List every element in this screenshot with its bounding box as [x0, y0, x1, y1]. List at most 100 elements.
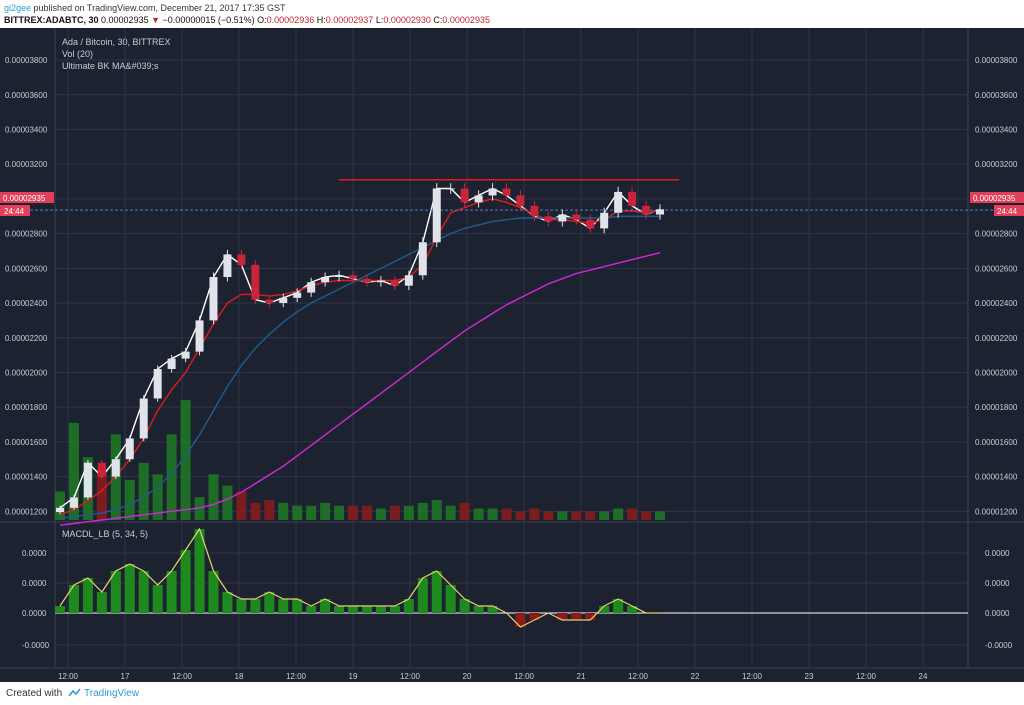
created-with-text: Created with [6, 688, 63, 699]
macd-bar [417, 578, 428, 613]
price-tick-right: 0.00002000 [975, 368, 1018, 377]
price-tick-left: 0.00002200 [5, 334, 48, 343]
macd-bar [55, 606, 65, 613]
candle-body [586, 219, 595, 229]
macd-tick-right: 0.0000 [985, 579, 1010, 588]
low-value: 0.00002930 [383, 15, 431, 25]
macd-bar [529, 613, 540, 620]
volume-bar [96, 468, 107, 520]
price-tick-right: 0.00001200 [975, 507, 1018, 516]
macd-bar [585, 613, 596, 620]
price-tick-left: 0.00003400 [5, 125, 48, 134]
macd-bar [166, 571, 177, 613]
price-tick-left: 0.00002800 [5, 230, 48, 239]
volume-bar [250, 502, 261, 520]
macd-tick-left: 0.0000 [22, 609, 47, 618]
volume-bar [515, 511, 526, 520]
macd-bar [194, 529, 205, 613]
price-tick-left: 0.00002000 [5, 368, 48, 377]
candle-body [83, 462, 92, 498]
candle-body [516, 195, 525, 206]
volume-bar [68, 422, 79, 520]
volume-bar [292, 505, 303, 520]
axes: 0.00003800 0.00003800 0.00003600 0.00003600… [5, 56, 1018, 681]
price-chart[interactable]: 0.00003800 0.00003800 0.00003600 0.00003600… [0, 28, 1024, 682]
macd-bar [278, 599, 289, 613]
macd-tick-right: 0.0000 [985, 549, 1010, 558]
candle-body [265, 299, 274, 304]
macd-bar [236, 599, 247, 613]
candle-body [572, 214, 581, 220]
macd-tick-right: -0.0000 [985, 641, 1013, 650]
time-tick: 12:00 [628, 672, 649, 681]
right-timer-badge [994, 205, 1024, 216]
candle-body [446, 188, 455, 190]
candle-body [139, 398, 148, 439]
price-tick-right: 0.00002800 [975, 230, 1018, 239]
volume-bar [278, 502, 289, 520]
candle-body [614, 191, 623, 213]
macd-tick-right: 0.0000 [985, 609, 1010, 618]
author-link[interactable]: gi2gee [4, 3, 32, 13]
macd-bar [208, 571, 219, 613]
right-timer-text: 24:44 [997, 207, 1018, 216]
macd-bar [306, 606, 317, 613]
candle-body [474, 195, 483, 203]
macd-bar [515, 613, 526, 627]
time-tick: 19 [349, 672, 358, 681]
candle-body [642, 205, 651, 215]
price-tick-right: 0.00003200 [975, 160, 1018, 169]
candle-body [153, 368, 162, 399]
time-tick: 22 [691, 672, 700, 681]
volume-bar [557, 511, 568, 520]
macd-bar [68, 585, 79, 613]
legend-volume: Vol (20) [62, 49, 93, 59]
tradingview-link[interactable]: TradingView [84, 688, 140, 699]
macd-bar [571, 613, 582, 620]
left-price-badge-text: 0.00002935 [3, 194, 46, 203]
symbol-label: BITTREX:ADABTC, 30 [4, 15, 99, 25]
right-price-badge-text: 0.00002935 [973, 194, 1016, 203]
candle-body [362, 278, 371, 283]
macd-bar [348, 606, 359, 613]
time-tick: 17 [121, 672, 130, 681]
price-tick-right: 0.00003800 [975, 56, 1018, 65]
price-tick-right: 0.00002200 [975, 334, 1018, 343]
macd-bar [361, 606, 372, 613]
price-tick-right: 0.00003600 [975, 91, 1018, 100]
time-tick: 12:00 [172, 672, 193, 681]
volume-bar [445, 505, 456, 520]
candle-body [502, 188, 511, 196]
volume-bar [585, 511, 596, 520]
open-label: O: [257, 15, 267, 25]
candle-body [237, 254, 246, 265]
macd-bar [459, 599, 470, 613]
macd-tick-left: -0.0000 [22, 641, 50, 650]
candle-body [69, 497, 78, 508]
macd-bar [375, 606, 386, 613]
volume-bar [487, 508, 498, 520]
price-tick-right: 0.00003400 [975, 125, 1018, 134]
candle-body [404, 275, 413, 286]
candle-body [349, 275, 358, 279]
close-label: C: [433, 15, 443, 25]
macd-bar [82, 578, 93, 613]
last-price: 0.00002935 [101, 15, 149, 25]
publish-line: gi2gee published on TradingView.com, Dec… [4, 3, 286, 13]
volume-bar [599, 511, 610, 520]
down-arrow-icon: ▼ [151, 15, 161, 25]
time-tick: 23 [805, 672, 814, 681]
candle-body [432, 188, 441, 243]
macd-label: MACDL_LB (5, 34, 5) [62, 529, 148, 539]
candle-body [460, 188, 469, 203]
macd-bar [152, 585, 163, 613]
macd-bar [627, 606, 638, 613]
macd-bar [124, 564, 135, 613]
macd-bar [334, 606, 345, 613]
close-value: 0.00002935 [442, 15, 490, 25]
macd-bar [138, 571, 149, 613]
macd-bar [110, 571, 121, 613]
volume-bar [571, 511, 582, 520]
chart-background [0, 28, 1024, 682]
volume-bar [124, 480, 135, 520]
